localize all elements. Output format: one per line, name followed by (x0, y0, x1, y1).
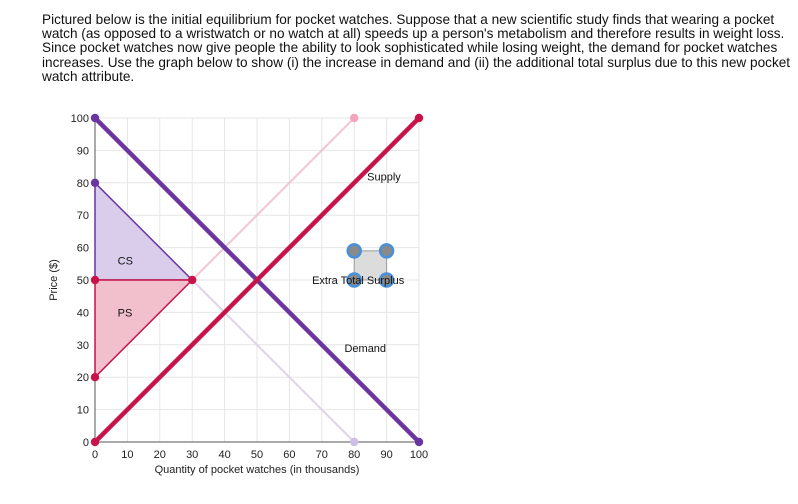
point-marker (350, 437, 359, 447)
point-marker (90, 437, 100, 447)
question-text: Pictured below is the initial equilibriu… (42, 12, 791, 84)
resize-handle[interactable] (346, 243, 362, 259)
resize-handle[interactable] (346, 272, 362, 288)
y-tick-label: 20 (77, 372, 89, 384)
resize-handle[interactable] (378, 243, 395, 259)
point-marker (90, 373, 100, 382)
ticks: 0 10 20 30 40 50 60 70 80 90 100 0 10 20 30 40 50 60 70 80 9… (71, 113, 429, 461)
point-marker (350, 113, 359, 123)
x-tick-label: 100 (410, 449, 428, 461)
x-tick-label: 20 (154, 449, 166, 461)
annotation-ps: PS (118, 307, 133, 319)
annotation-cs: CS (118, 256, 133, 268)
x-tick-label: 40 (218, 449, 230, 461)
x-tick-label: 60 (283, 449, 295, 461)
resize-handle[interactable] (378, 272, 395, 288)
y-tick-label: 70 (77, 210, 89, 222)
x-tick-label: 0 (92, 449, 98, 461)
region-cs (94, 180, 195, 281)
annotation-demand: Demand (344, 343, 386, 355)
x-tick-label: 90 (380, 449, 392, 461)
point-marker (90, 275, 100, 285)
y-tick-label: 50 (77, 275, 89, 287)
point-marker (90, 113, 100, 123)
faint-line (191, 279, 355, 443)
faint-line (191, 117, 355, 281)
curve-lines (92, 115, 422, 445)
point-marker (414, 113, 424, 123)
y-tick-label: 80 (77, 178, 89, 190)
point-marker (188, 275, 197, 285)
y-tick-label: 60 (77, 243, 89, 255)
region-ps (94, 279, 195, 380)
x-tick-label: 50 (251, 449, 263, 461)
x-tick-label: 30 (186, 449, 198, 461)
y-tick-label: 100 (71, 113, 89, 125)
surplus-regions (94, 180, 195, 380)
x-axis-title: Quantity of pocket watches (in thousands… (155, 464, 360, 476)
x-tick-label: 10 (121, 449, 133, 461)
annotation-supply: Supply (367, 171, 401, 183)
y-axis-title: Price ($) (48, 259, 60, 301)
annotations: CS PS Supply Demand Extra Total Surplus (118, 171, 405, 355)
y-tick-label: 40 (77, 307, 89, 319)
y-tick-label: 0 (83, 437, 89, 449)
point-marker (414, 437, 424, 447)
x-tick-label: 70 (316, 449, 328, 461)
y-tick-label: 10 (77, 405, 89, 417)
point-marker (90, 178, 100, 187)
y-tick-label: 90 (77, 145, 89, 157)
extra-total-surplus-widget (346, 243, 395, 288)
y-tick-label: 30 (77, 340, 89, 352)
x-tick-label: 80 (348, 449, 360, 461)
annotation-extra-total-surplus: Extra Total Surplus (312, 275, 405, 287)
supply-curve (92, 115, 422, 445)
point-markers (90, 113, 424, 447)
